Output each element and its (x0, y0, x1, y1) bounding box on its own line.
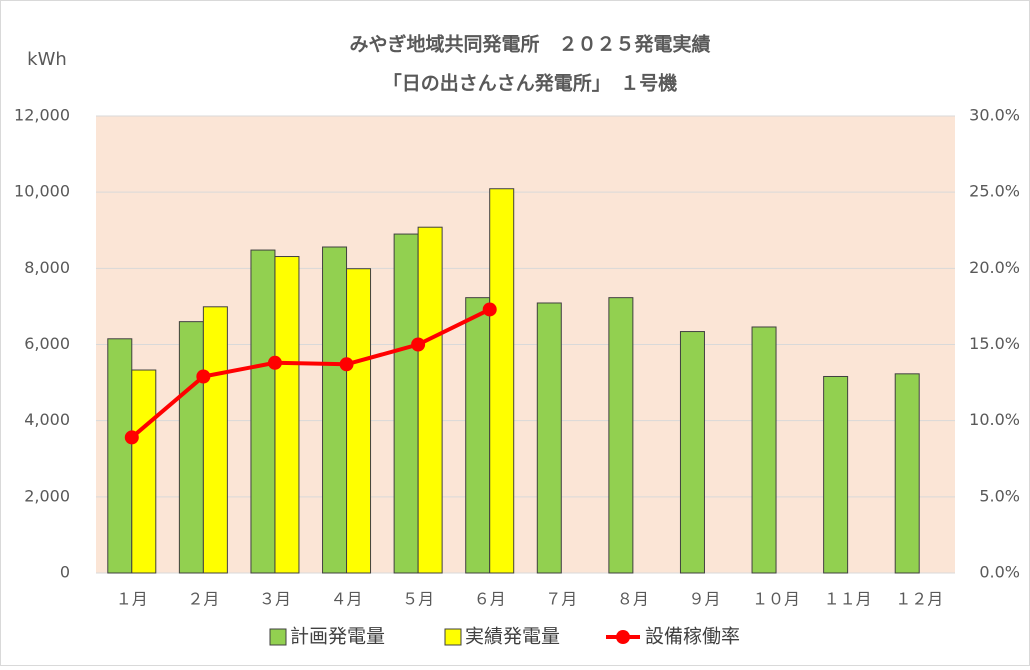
x-tick-label: １２月 (895, 590, 943, 609)
y2-tick-label: 10.0% (969, 410, 1020, 429)
line-marker (267, 355, 282, 370)
x-tick-label: ７月 (545, 590, 577, 609)
bar (465, 297, 491, 574)
bar (346, 268, 372, 574)
chart-title: みやぎ地域共同発電所 ２０２５発電実績 (349, 33, 710, 56)
x-tick-label: ３月 (259, 590, 291, 609)
y-tick-label: 8,000 (24, 258, 70, 277)
bar (608, 297, 634, 574)
y2-tick-label: 15.0% (969, 334, 1020, 353)
legend-swatch (444, 628, 462, 646)
y-axis-label: kWh (27, 49, 67, 70)
y-tick-label: 0 (60, 563, 70, 582)
bar (131, 369, 157, 574)
bar (250, 249, 276, 574)
line (130, 307, 491, 439)
y-tick-label: 12,000 (14, 106, 70, 125)
y-tick-label: 6,000 (24, 334, 70, 353)
x-tick-label: １月 (116, 590, 148, 609)
legend-label: 計画発電量 (290, 626, 385, 648)
legend-swatch (616, 630, 630, 644)
legend-label: 設備稼働率 (645, 626, 740, 648)
bar (751, 326, 777, 574)
x-tick-label: ４月 (331, 590, 363, 609)
x-tick-label: １０月 (752, 590, 800, 609)
y-tick-label: 4,000 (24, 410, 70, 429)
x-tick-label: ２月 (187, 590, 219, 609)
bar (322, 246, 348, 574)
x-tick-label: ５月 (402, 590, 434, 609)
bar (393, 233, 419, 574)
bar (536, 302, 562, 574)
line-marker (411, 337, 426, 352)
y2-tick-label: 30.0% (969, 106, 1020, 125)
bar (202, 306, 228, 574)
bar (274, 256, 300, 574)
line-marker (482, 302, 497, 317)
line-marker (339, 357, 354, 372)
bar (894, 373, 920, 574)
y-tick-label: 2,000 (24, 486, 70, 505)
y2-tick-label: 5.0% (979, 486, 1020, 505)
legend-swatch (269, 628, 287, 646)
bar (489, 188, 515, 574)
bar (679, 331, 705, 574)
y2-tick-label: 0.0% (979, 563, 1020, 582)
chart-subtitle: 「日の出さんさん発電所」 １号機 (383, 72, 678, 95)
y-tick-label: 10,000 (14, 182, 70, 201)
line-marker (196, 369, 211, 384)
y2-tick-label: 20.0% (969, 258, 1020, 277)
x-tick-label: ６月 (474, 590, 506, 609)
y2-tick-label: 25.0% (969, 182, 1020, 201)
x-tick-label: ８月 (617, 590, 649, 609)
legend-label: 実績発電量 (465, 626, 560, 648)
line-marker (124, 430, 139, 445)
x-tick-label: ９月 (688, 590, 720, 609)
bar (417, 226, 443, 574)
bar (178, 321, 204, 574)
bar (823, 375, 849, 574)
bar (107, 338, 133, 574)
x-tick-label: １１月 (824, 590, 872, 609)
